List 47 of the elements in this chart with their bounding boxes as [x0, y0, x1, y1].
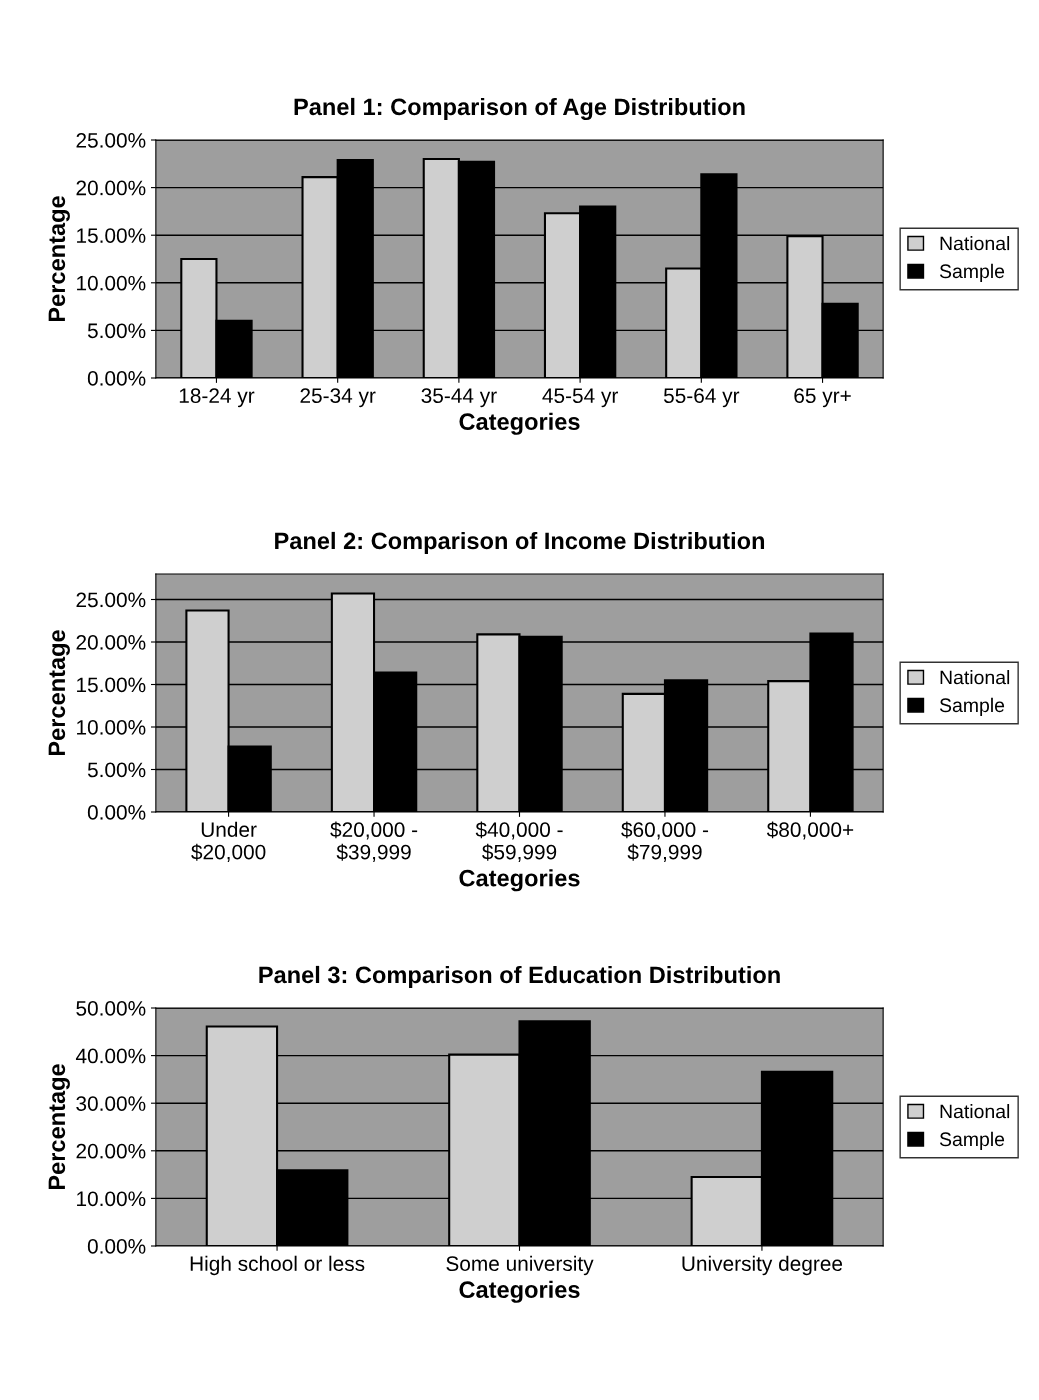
x-tick-label: 18-24 yr: [179, 388, 255, 408]
y-tick-label: 30.00%: [76, 1096, 146, 1111]
legend-label: Sample: [939, 697, 1005, 716]
x-tick-label: $20,000 - $39,999: [330, 821, 418, 862]
y-tick-label: 40.00%: [75, 1048, 146, 1064]
y-tick-label: 20.00%: [76, 1143, 146, 1159]
chart-title: Panel 2: Comparison of Income Distribution: [275, 531, 765, 554]
y-axis-title: Percentage: [48, 630, 70, 756]
x-tick-label: Under $20,000: [191, 821, 266, 862]
y-tick-label: 10.00%: [77, 275, 146, 291]
x-axis-title: Categories: [459, 869, 580, 892]
x-tick-label: 65 yr+: [794, 388, 851, 408]
chart-title: Panel 1: Comparison of Age Distribution: [294, 97, 745, 120]
x-tick-label: 45-54 yr: [542, 388, 618, 408]
x-tick-label: $40,000 - $59,999: [475, 821, 563, 862]
y-tick-label: 15.00%: [77, 228, 146, 243]
x-tick-label: University degree: [682, 1255, 843, 1276]
y-tick-label: 50.00%: [76, 1001, 146, 1016]
y-tick-label: 0.00%: [87, 371, 146, 386]
y-tick-label: 15.00%: [77, 677, 146, 693]
y-tick-label: 5.00%: [87, 762, 146, 778]
y-tick-label: 0.00%: [87, 805, 146, 820]
x-tick-label: 25-34 yr: [300, 388, 376, 408]
y-tick-label: 5.00%: [87, 323, 146, 339]
y-tick-label: 25.00%: [76, 592, 146, 608]
y-tick-label: 10.00%: [77, 720, 146, 735]
legend-label: Sample: [939, 263, 1005, 282]
legend-label: National: [940, 236, 1010, 251]
legend-label: National: [940, 1104, 1010, 1119]
legend-label: Sample: [939, 1131, 1005, 1150]
x-tick-label: High school or less: [190, 1255, 365, 1276]
y-axis-title: Percentage: [48, 1064, 70, 1190]
y-tick-label: 20.00%: [76, 180, 146, 196]
x-tick-label: 55-64 yr: [663, 388, 740, 408]
x-axis-title: Categories: [459, 1280, 580, 1303]
y-tick-label: 25.00%: [76, 133, 146, 148]
y-tick-label: 20.00%: [76, 635, 146, 650]
x-tick-label: $60,000 - $79,999: [621, 821, 709, 862]
x-tick-label: Some university: [446, 1255, 594, 1276]
y-tick-label: 0.00%: [87, 1239, 146, 1254]
x-axis-title: Categories: [459, 412, 580, 435]
y-tick-label: 10.00%: [77, 1191, 146, 1207]
chart-title: Panel 3: Comparison of Education Distribution: [259, 965, 780, 988]
x-tick-label: 35-44 yr: [421, 388, 497, 408]
y-axis-title: Percentage: [48, 196, 70, 322]
x-tick-label: $80,000+: [766, 821, 854, 840]
legend-label: National: [940, 670, 1010, 685]
